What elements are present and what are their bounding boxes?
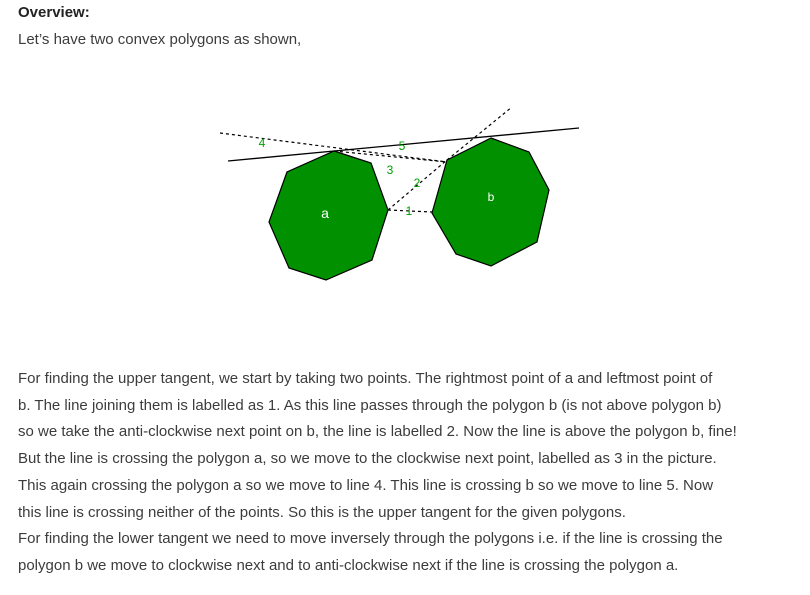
line-3: [333, 150, 448, 163]
line-label-2: 2: [414, 176, 421, 190]
line-4: [219, 132, 448, 163]
paragraph-line: so we take the anti-clockwise next point…: [18, 423, 737, 441]
intro-text: Let’s have two convex polygons as shown,: [18, 31, 302, 48]
paragraph-line: b. The line joining them is labelled as …: [18, 396, 722, 414]
polygon-a-label: a: [321, 205, 329, 221]
explanation-paragraph: For finding the upper tangent, we start …: [18, 366, 803, 580]
paragraph-line: this line is crossing neither of the poi…: [18, 503, 626, 521]
overview-heading: Overview:: [18, 4, 90, 21]
line-2: [387, 159, 448, 211]
line-1: [387, 209, 433, 213]
polygon-a: [268, 150, 389, 281]
paragraph-line: But the line is crossing the polygon a, …: [18, 450, 717, 468]
line-label-1: 1: [406, 204, 413, 218]
polygon-b: [431, 137, 550, 267]
paragraph-line: This again crossing the polygon a so we …: [18, 476, 714, 494]
line-label-4: 4: [259, 136, 266, 150]
paragraph-line: For finding the upper tangent, we start …: [18, 370, 713, 387]
paragraph-line: For finding the lower tangent we need to…: [18, 530, 723, 548]
line-2-extension: [446, 106, 513, 161]
polygon-b-label: b: [488, 190, 495, 204]
paragraph-line: polygon b we move to clockwise next and …: [18, 556, 679, 574]
upper-tangent-line: [227, 127, 580, 162]
line-label-5: 5: [399, 139, 406, 153]
line-label-3: 3: [387, 163, 394, 177]
